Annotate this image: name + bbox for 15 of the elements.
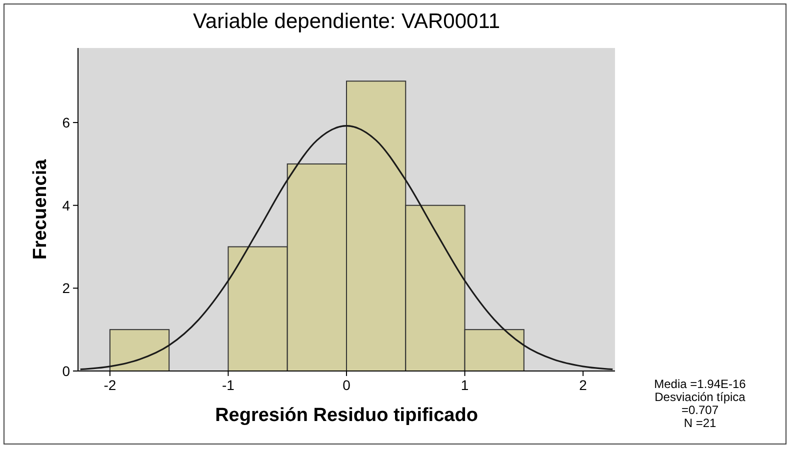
x-axis-title: Regresión Residuo tipificado [215, 405, 478, 426]
y-tick-label: 2 [62, 280, 70, 296]
y-axis-title: Frecuencia [30, 158, 51, 260]
x-tick-label: 1 [460, 377, 469, 393]
y-tick-label: 0 [62, 363, 70, 379]
y-tick-label: 6 [62, 114, 70, 131]
text: Desviación típica =0.707 [654, 390, 746, 417]
x-tick-label: -2 [104, 377, 116, 393]
x-tick-label: 0 [342, 377, 351, 393]
y-tick-label: 4 [62, 197, 70, 214]
text: N =21 [684, 416, 716, 430]
text: Media =1.94E-16 [654, 377, 746, 391]
x-tick-label: -1 [222, 377, 235, 393]
x-tick-label: 2 [579, 377, 588, 393]
chart-title: Variable dependiente: VAR00011 [192, 10, 500, 33]
